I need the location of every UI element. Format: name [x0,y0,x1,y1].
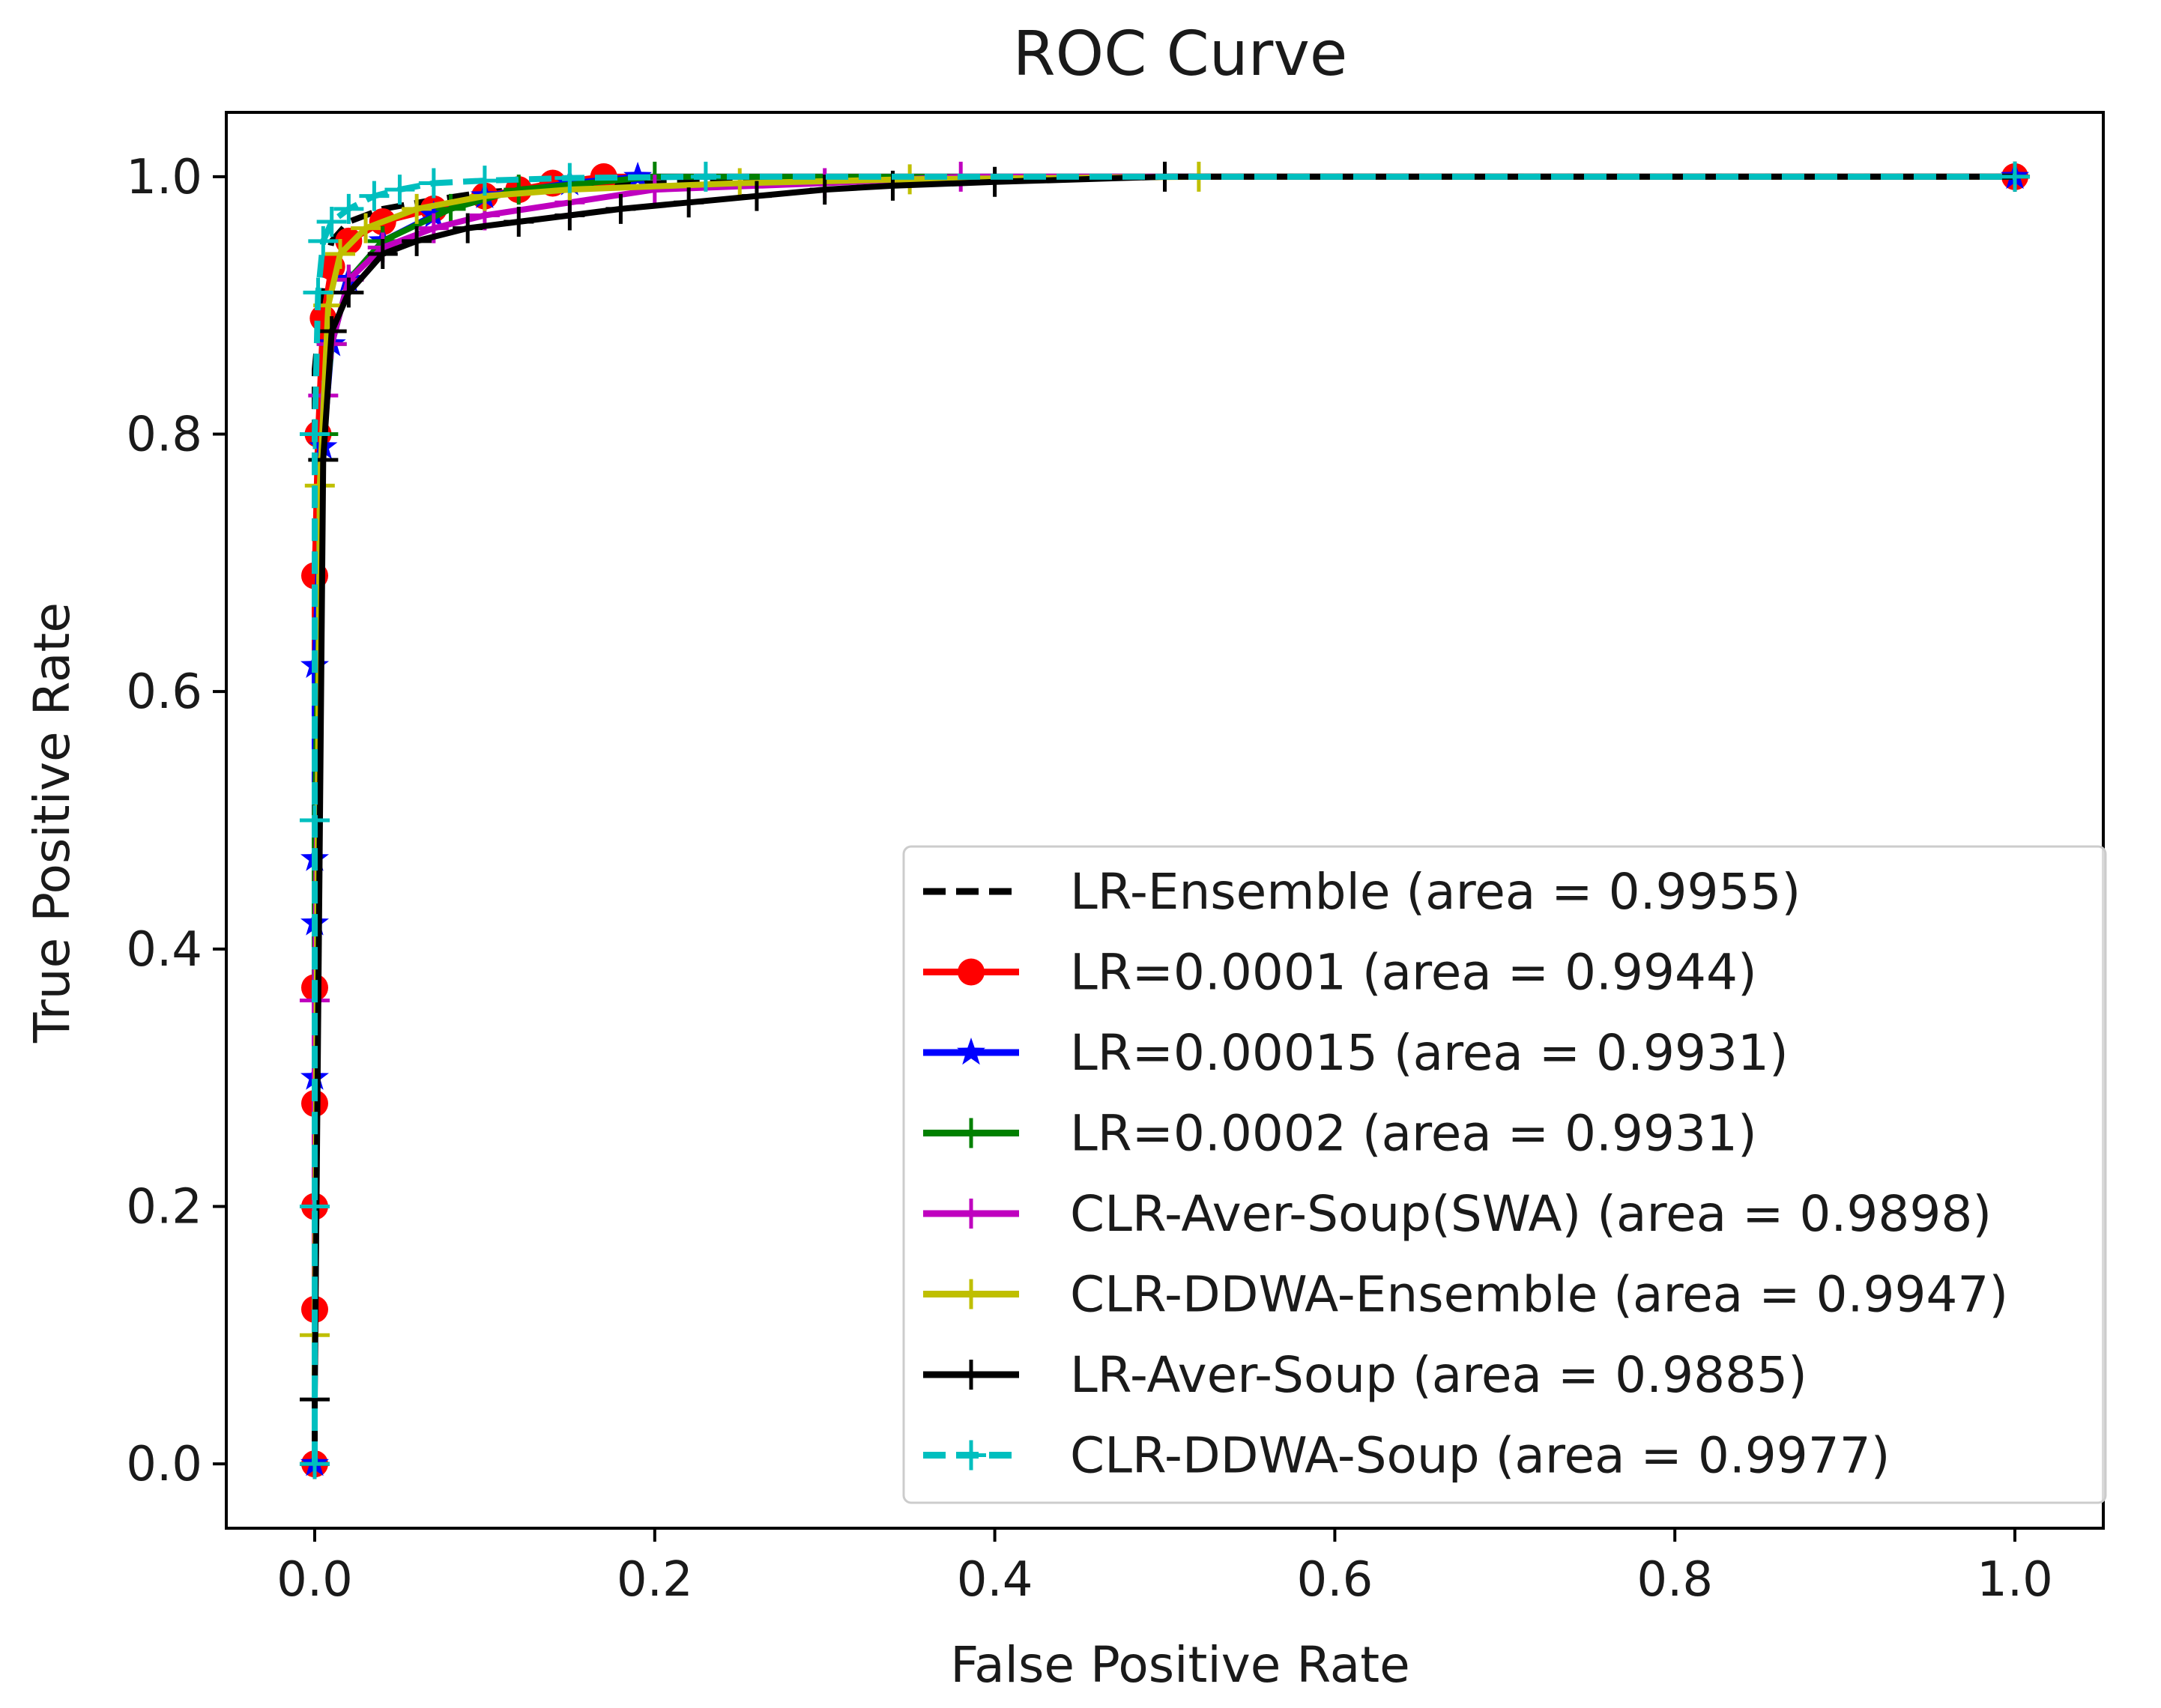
data-point [2000,161,2031,192]
data-point [351,213,381,243]
data-point [418,168,449,199]
legend-entry: LR-Ensemble (area = 0.9955) [923,863,1801,921]
legend-entry: LR=0.0001 (area = 0.9944) [923,944,1757,1002]
data-point [325,239,356,269]
data-point [316,316,347,347]
x-tick-label: 0.0 [276,1552,353,1608]
data-point [299,419,330,449]
data-point [333,277,364,308]
legend-marker [956,1118,986,1148]
legend-label: LR-Ensemble (area = 0.9955) [1070,863,1801,921]
data-point [435,193,466,224]
series-8 [299,161,2031,1480]
legend-entry: CLR-DDWA-Soup (area = 0.9977) [923,1427,1891,1485]
x-tick-label: 0.6 [1297,1552,1373,1608]
data-point [453,213,483,243]
data-point [605,193,636,224]
data-point [741,181,772,211]
x-tick-label: 1.0 [1977,1552,2053,1608]
legend-entry: LR=0.00015 (area = 0.9931) [923,1024,1789,1082]
data-point [299,1191,330,1222]
legend-label: CLR-DDWA-Ensemble (area = 0.9947) [1070,1266,2008,1324]
x-tick-label: 0.2 [617,1552,693,1608]
data-point [809,175,840,205]
legend-entry: CLR-Aver-Soup(SWA) (area = 0.9898) [923,1185,1992,1243]
legend-marker [956,1279,986,1309]
legend-entry: LR=0.0002 (area = 0.9931) [923,1105,1757,1163]
data-point [979,166,1010,197]
legend-frame [902,845,2107,1504]
x-tick-label: 0.4 [957,1552,1033,1608]
legend-label: CLR-DDWA-Soup (area = 0.9977) [1070,1427,1891,1485]
data-point [402,225,432,256]
y-tick-label: 0.4 [126,922,202,978]
data-point [304,470,335,501]
legend-label: LR=0.0001 (area = 0.9944) [1070,944,1757,1002]
legend-label: CLR-Aver-Soup(SWA) (area = 0.9898) [1070,1185,1992,1243]
data-point [333,193,364,224]
data-point [554,163,585,193]
plot-frame [225,111,2105,1530]
chart-title: ROC Curve [1013,19,1348,90]
data-point [504,175,534,205]
data-point [725,168,755,199]
legend: LR-Ensemble (area = 0.9955) LR=0.0001 (ar… [902,845,2107,1504]
legend-marker [957,1038,985,1065]
legend-marker [956,1360,986,1390]
legend-marker [958,958,985,986]
y-tick-label: 0.8 [126,408,202,463]
data-point [402,193,432,224]
legend-entry: CLR-DDWA-Ensemble (area = 0.9947) [923,1266,2008,1324]
y-tick-label: 0.0 [126,1437,202,1492]
data-point [299,1449,330,1480]
data-point [504,207,534,237]
y-tick-label: 0.6 [126,664,202,720]
data-point [303,277,333,308]
data-point [299,805,330,835]
legend-marker [956,1199,986,1229]
legend-marker [956,1440,986,1471]
data-point [674,187,704,218]
data-point [384,175,415,205]
y-tick-label: 1.0 [126,150,202,205]
x-axis-label: False Positive Rate [950,1636,1409,1694]
y-axis-label: True Positive Rate [23,602,81,1044]
data-point [554,200,585,231]
x-tick-label: 0.8 [1636,1552,1713,1608]
y-axis: 0.0 0.2 0.4 0.6 0.8 1.0 [126,150,226,1492]
series-layer [299,161,2031,1480]
data-point [469,166,500,196]
data-point [367,239,398,269]
data-point [359,181,390,211]
y-tick-label: 0.2 [126,1179,202,1235]
legend-label: LR=0.00015 (area = 0.9931) [1070,1024,1789,1082]
x-axis: 0.0 0.2 0.4 0.6 0.8 1.0 [276,1528,2053,1608]
data-point [308,225,339,256]
legend-label: LR=0.0002 (area = 0.9931) [1070,1105,1757,1163]
roc-line [312,173,2015,1465]
data-point [690,161,721,192]
legend-entry: LR-Aver-Soup (area = 0.9885) [923,1346,1807,1404]
legend-label: LR-Aver-Soup (area = 0.9885) [1070,1346,1807,1404]
data-point [316,207,347,237]
